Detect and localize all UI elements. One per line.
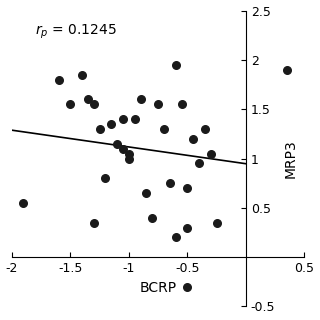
- Point: [156, 102, 161, 107]
- Point: [68, 102, 73, 107]
- Point: [120, 116, 125, 122]
- Point: [191, 136, 196, 141]
- Point: [150, 215, 155, 220]
- Point: [185, 225, 190, 230]
- Point: [284, 67, 290, 72]
- Point: [126, 151, 132, 156]
- Point: [21, 200, 26, 205]
- Point: [97, 126, 102, 132]
- Point: [196, 161, 202, 166]
- Point: [202, 126, 207, 132]
- Point: [115, 141, 120, 146]
- Point: [161, 126, 166, 132]
- Point: [208, 151, 213, 156]
- Point: [185, 186, 190, 191]
- Point: [138, 97, 143, 102]
- X-axis label: BCRP: BCRP: [140, 281, 177, 294]
- Point: [185, 284, 190, 289]
- Point: [173, 62, 178, 68]
- Point: [167, 180, 172, 186]
- Point: [132, 116, 137, 122]
- Point: [109, 121, 114, 126]
- Point: [120, 146, 125, 151]
- Point: [91, 220, 96, 225]
- Point: [103, 176, 108, 181]
- Y-axis label: MRP3: MRP3: [284, 139, 298, 178]
- Point: [79, 72, 84, 77]
- Text: $r_p$ = 0.1245: $r_p$ = 0.1245: [35, 22, 117, 41]
- Point: [179, 102, 184, 107]
- Point: [173, 235, 178, 240]
- Point: [91, 102, 96, 107]
- Point: [214, 220, 219, 225]
- Point: [126, 156, 132, 161]
- Point: [85, 97, 91, 102]
- Point: [144, 190, 149, 196]
- Point: [56, 77, 61, 82]
